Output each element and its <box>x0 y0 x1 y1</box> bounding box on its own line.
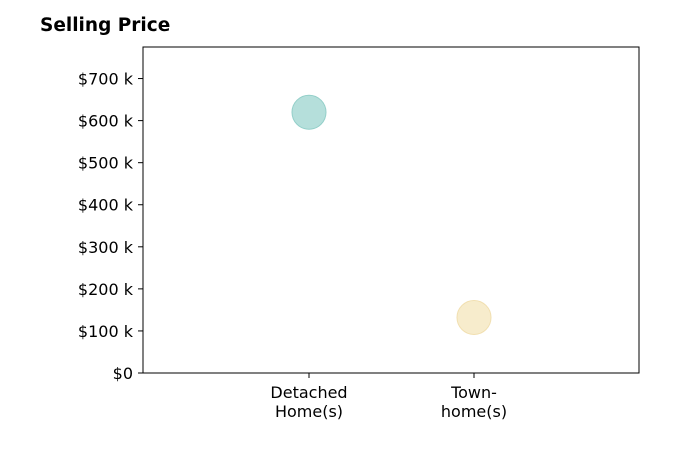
x-tick-label: Town-home(s) <box>441 383 507 421</box>
y-tick-label: $100 k <box>78 322 134 341</box>
data-point <box>291 94 327 130</box>
y-tick-label: $400 k <box>78 196 134 215</box>
y-tick-label: $700 k <box>78 70 134 89</box>
y-tick-label: $200 k <box>78 280 134 299</box>
y-tick-label: $600 k <box>78 112 134 131</box>
y-tick-label: $300 k <box>78 238 134 257</box>
x-tick-label: Detached Home(s) <box>270 383 347 421</box>
y-tick-label: $500 k <box>78 154 134 173</box>
data-point <box>456 299 492 335</box>
plot-frame <box>142 46 640 374</box>
chart-title: Selling Price <box>40 15 171 36</box>
y-tick-label: $0 <box>113 364 133 383</box>
